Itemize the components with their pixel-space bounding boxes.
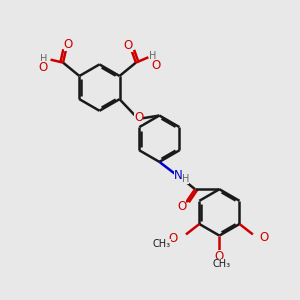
Text: O: O — [168, 232, 178, 245]
Text: O: O — [134, 110, 143, 124]
Text: H: H — [182, 174, 189, 184]
Text: H: H — [148, 51, 156, 61]
Text: O: O — [38, 61, 48, 74]
Text: H: H — [40, 54, 48, 64]
Text: O: O — [124, 39, 133, 52]
Text: N: N — [174, 169, 183, 182]
Text: CH₃: CH₃ — [213, 260, 231, 269]
Text: O: O — [177, 200, 186, 213]
Text: O: O — [215, 250, 224, 263]
Text: O: O — [260, 231, 269, 244]
Text: O: O — [64, 38, 73, 51]
Text: O: O — [152, 59, 160, 72]
Text: CH₃: CH₃ — [152, 239, 170, 249]
